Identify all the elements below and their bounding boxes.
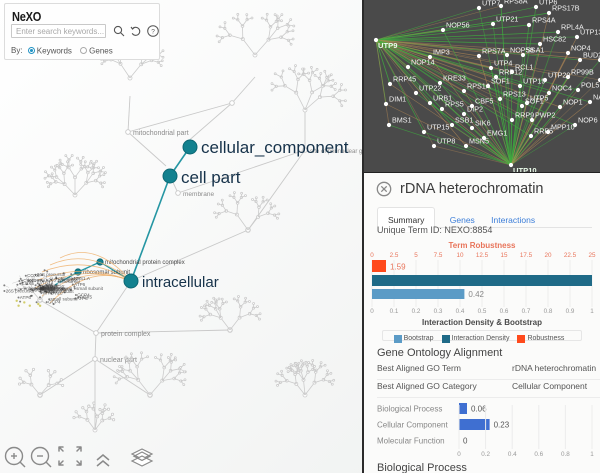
svg-text:RRP45: RRP45 bbox=[393, 75, 416, 84]
svg-text:SIK6: SIK6 bbox=[475, 119, 491, 128]
svg-text:12.5: 12.5 bbox=[476, 252, 489, 259]
svg-text:MPP10: MPP10 bbox=[551, 123, 575, 132]
svg-text:cell part: cell part bbox=[181, 168, 241, 187]
svg-text:UTP21: UTP21 bbox=[496, 15, 518, 24]
svg-text:GCP4: GCP4 bbox=[48, 299, 61, 304]
svg-text:Molecular Function: Molecular Function bbox=[377, 437, 445, 446]
svg-text:RPS8A: RPS8A bbox=[504, 0, 528, 6]
svg-text:UTP4: UTP4 bbox=[494, 59, 512, 68]
svg-text:UTP9: UTP9 bbox=[378, 41, 397, 50]
svg-text:1.59: 1.59 bbox=[390, 263, 406, 272]
svg-text:DIM1: DIM1 bbox=[389, 95, 406, 104]
svg-text:SOF1: SOF1 bbox=[491, 77, 510, 86]
svg-text:HSC82: HSC82 bbox=[543, 35, 566, 44]
svg-text:mitochondrial protein complex: mitochondrial protein complex bbox=[105, 260, 185, 266]
svg-text:MSN5: MSN5 bbox=[469, 137, 489, 146]
svg-text:BUD21: BUD21 bbox=[583, 51, 600, 60]
svg-text:RP99B: RP99B bbox=[571, 68, 594, 77]
svg-text:17.5: 17.5 bbox=[520, 252, 533, 259]
svg-text:PWP2: PWP2 bbox=[535, 111, 555, 120]
svg-text:NOP14: NOP14 bbox=[411, 58, 435, 67]
svg-text:2.5: 2.5 bbox=[390, 252, 399, 259]
svg-text:?: ? bbox=[151, 29, 155, 36]
svg-text:1: 1 bbox=[590, 308, 594, 313]
svg-text:NOP56: NOP56 bbox=[446, 21, 470, 30]
svg-text:15: 15 bbox=[500, 252, 508, 259]
svg-text:0: 0 bbox=[370, 308, 374, 313]
svg-text:0.8: 0.8 bbox=[544, 308, 553, 313]
svg-text:0.42: 0.42 bbox=[468, 290, 484, 299]
svg-text:UTP10: UTP10 bbox=[513, 166, 537, 173]
svg-text:RPS5: RPS5 bbox=[445, 100, 464, 109]
svg-text:NAN1: NAN1 bbox=[593, 93, 600, 102]
svg-text:SSB1: SSB1 bbox=[455, 116, 473, 125]
svg-text:ATP6: ATP6 bbox=[20, 295, 32, 300]
svg-text:UTP22: UTP22 bbox=[419, 84, 441, 93]
svg-text:20: 20 bbox=[544, 252, 552, 259]
svg-text:10: 10 bbox=[456, 252, 464, 259]
svg-text:0.1: 0.1 bbox=[390, 308, 399, 313]
svg-text:UTP8: UTP8 bbox=[437, 137, 455, 146]
svg-text:0.2: 0.2 bbox=[412, 308, 421, 313]
svg-text:0.06: 0.06 bbox=[471, 405, 487, 414]
svg-text:Cellular Component: Cellular Component bbox=[377, 421, 448, 430]
svg-text:1: 1 bbox=[590, 451, 594, 458]
svg-text:mitochondrial part: mitochondrial part bbox=[133, 130, 189, 137]
svg-text:ATP6: ATP6 bbox=[74, 282, 86, 287]
svg-text:26S precursor: 26S precursor bbox=[37, 272, 66, 277]
svg-text:RRP9: RRP9 bbox=[515, 111, 534, 120]
svg-text:RPS13: RPS13 bbox=[503, 90, 526, 99]
svg-text:UTP19: UTP19 bbox=[523, 77, 545, 86]
svg-text:protein complex: protein complex bbox=[101, 331, 151, 338]
svg-text:0.2: 0.2 bbox=[481, 451, 490, 458]
svg-text:UTP7: UTP7 bbox=[482, 0, 500, 8]
svg-text:0.6: 0.6 bbox=[534, 451, 543, 458]
svg-text:RPS1A: RPS1A bbox=[467, 82, 491, 91]
svg-text:NOP6: NOP6 bbox=[578, 116, 598, 125]
svg-text:DIP2: DIP2 bbox=[467, 105, 483, 114]
svg-text:0: 0 bbox=[463, 437, 468, 446]
svg-text:SOF1: SOF1 bbox=[525, 97, 544, 106]
svg-text:5: 5 bbox=[414, 252, 418, 259]
svg-text:25: 25 bbox=[588, 252, 596, 259]
svg-text:SSA1: SSA1 bbox=[526, 46, 544, 55]
svg-text:7.5: 7.5 bbox=[434, 252, 443, 259]
svg-text:0: 0 bbox=[457, 451, 461, 458]
svg-text:POL5: POL5 bbox=[581, 81, 599, 90]
svg-text:0.4: 0.4 bbox=[508, 451, 517, 458]
svg-text:RPS4A: RPS4A bbox=[532, 16, 556, 25]
svg-text:UTP15: UTP15 bbox=[427, 123, 449, 132]
svg-text:0.6: 0.6 bbox=[500, 308, 509, 313]
svg-text:Biological Process: Biological Process bbox=[377, 405, 442, 414]
svg-text:KRE33: KRE33 bbox=[443, 74, 466, 83]
svg-text:0.8: 0.8 bbox=[561, 451, 570, 458]
svg-text:EMG1: EMG1 bbox=[487, 129, 507, 138]
svg-text:22.5: 22.5 bbox=[564, 252, 577, 259]
svg-text:IMP3: IMP3 bbox=[433, 48, 450, 57]
svg-text:cellular_component: cellular_component bbox=[201, 138, 349, 157]
svg-text:RPS7A: RPS7A bbox=[482, 47, 506, 56]
svg-text:RPS1.A: RPS1.A bbox=[74, 276, 91, 281]
svg-text:UTP20: UTP20 bbox=[548, 71, 570, 80]
svg-text:0: 0 bbox=[370, 252, 374, 259]
svg-text:BMS1: BMS1 bbox=[392, 116, 412, 125]
svg-text:RRP5: RRP5 bbox=[534, 127, 553, 136]
svg-text:NOP1: NOP1 bbox=[563, 98, 583, 107]
svg-text:NOC4: NOC4 bbox=[552, 84, 572, 93]
svg-text:UTP13: UTP13 bbox=[580, 28, 600, 37]
svg-text:RCL1: RCL1 bbox=[515, 63, 533, 72]
svg-text:0.4: 0.4 bbox=[456, 308, 465, 313]
svg-text:intracellular: intracellular bbox=[142, 274, 219, 291]
svg-text:0.3: 0.3 bbox=[434, 308, 443, 313]
svg-text:GCP4: GCP4 bbox=[40, 284, 53, 289]
svg-text:0.23: 0.23 bbox=[494, 421, 510, 430]
svg-text:RPS17B: RPS17B bbox=[552, 4, 580, 13]
svg-text:0.7: 0.7 bbox=[522, 308, 531, 313]
svg-text:0.5: 0.5 bbox=[478, 308, 487, 313]
svg-text:membrane: membrane bbox=[183, 191, 214, 198]
svg-text:0.9: 0.9 bbox=[566, 308, 575, 313]
